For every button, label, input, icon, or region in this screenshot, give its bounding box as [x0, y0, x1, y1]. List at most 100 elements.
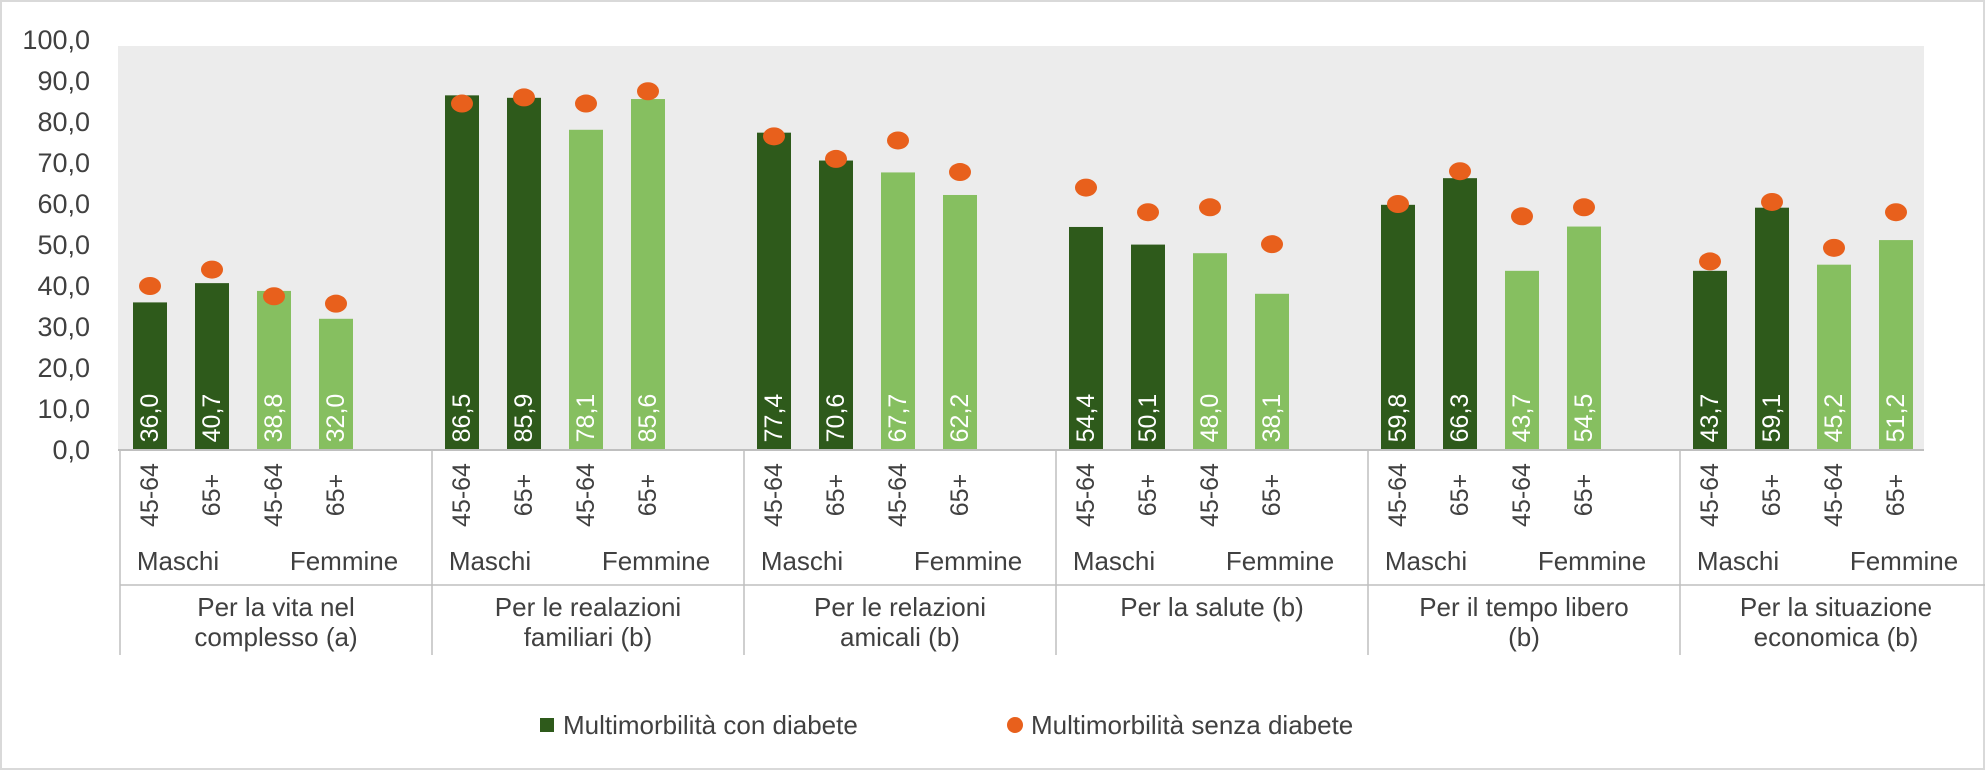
- y-tick-label: 90,0: [37, 66, 90, 96]
- sex-label-female: Femmine: [290, 546, 398, 576]
- bar-value-label: 66,3: [1446, 394, 1474, 443]
- dot-marker: [949, 163, 971, 182]
- y-tick-label: 50,0: [37, 230, 90, 260]
- bar: [1505, 270, 1539, 450]
- sex-label-female: Femmine: [1538, 546, 1646, 576]
- y-tick-label: 0,0: [52, 435, 90, 465]
- bar: [757, 132, 791, 450]
- sex-label-male: Maschi: [761, 546, 843, 576]
- dot-marker: [1699, 252, 1721, 271]
- bar: [133, 302, 167, 450]
- age-label: 65+: [1134, 474, 1162, 516]
- y-tick-label: 80,0: [37, 107, 90, 137]
- age-label: 45-64: [884, 463, 912, 527]
- legend-label-dot: Multimorbilità senza diabete: [1031, 710, 1353, 740]
- dot-marker: [1885, 203, 1907, 222]
- group-label: familiari (b): [524, 622, 653, 652]
- bar-value-label: 86,5: [448, 394, 476, 443]
- bar-value-label: 38,8: [260, 394, 288, 443]
- bar-value-label: 40,7: [198, 394, 226, 443]
- y-tick-label: 70,0: [37, 148, 90, 178]
- dot-marker: [1199, 198, 1221, 217]
- sex-label-male: Maschi: [1697, 546, 1779, 576]
- bar-value-label: 50,1: [1134, 394, 1162, 443]
- bar: [1755, 207, 1789, 450]
- sex-label-male: Maschi: [1073, 546, 1155, 576]
- bar-value-label: 43,7: [1696, 394, 1724, 443]
- age-label: 45-64: [1508, 463, 1536, 527]
- bar: [1069, 226, 1103, 450]
- dot-series: [139, 82, 1907, 313]
- group-label: amicali (b): [840, 622, 960, 652]
- dot-marker: [1761, 192, 1783, 211]
- bar: [881, 172, 915, 450]
- group-label: Per la salute (b): [1120, 592, 1304, 622]
- dot-marker: [1449, 162, 1471, 181]
- group-label: Per la vita nel: [197, 592, 355, 622]
- bar-value-label: 77,4: [760, 394, 788, 443]
- bar: [1255, 293, 1289, 450]
- bar: [569, 129, 603, 451]
- bar: [1567, 226, 1601, 450]
- dot-marker: [825, 149, 847, 168]
- group-label: economica (b): [1754, 622, 1919, 652]
- legend-label-bar: Multimorbilità con diabete: [563, 710, 858, 740]
- bar-value-label: 36,0: [136, 394, 164, 443]
- y-tick-label: 60,0: [37, 189, 90, 219]
- bar: [1131, 244, 1165, 450]
- legend: Multimorbilità con diabete Multimorbilit…: [540, 710, 1353, 740]
- age-label: 65+: [1882, 474, 1910, 516]
- bar: [195, 283, 229, 450]
- bar-value-label: 54,4: [1072, 394, 1100, 443]
- group-label: Per le realazioni: [495, 592, 681, 622]
- y-tick-label: 10,0: [37, 394, 90, 424]
- age-label: 65+: [634, 474, 662, 516]
- sex-label-female: Femmine: [1226, 546, 1334, 576]
- bar-value-label: 38,1: [1258, 394, 1286, 443]
- legend-swatch-bar: [540, 718, 554, 732]
- bar-value-label: 78,1: [572, 394, 600, 443]
- y-tick-label: 30,0: [37, 312, 90, 342]
- bar: [819, 160, 853, 451]
- group-label: Per la situazione: [1740, 592, 1932, 622]
- dot-marker: [201, 260, 223, 279]
- group-label: Per il tempo libero: [1419, 592, 1629, 622]
- age-label: 65+: [1570, 474, 1598, 516]
- bar: [1879, 240, 1913, 450]
- bar-value-label: 70,6: [822, 394, 850, 443]
- bar: [943, 194, 977, 450]
- bar-value-label: 45,2: [1820, 394, 1848, 443]
- dot-marker: [1075, 178, 1097, 197]
- age-label: 45-64: [572, 463, 600, 527]
- y-axis: 0,0 10,0 20,0 30,0 40,0 50,0 60,0 70,0 80,0 90,0 1…: [22, 25, 90, 465]
- bar: [631, 99, 665, 450]
- dot-marker: [325, 294, 347, 313]
- group-label: Per le relazioni: [814, 592, 986, 622]
- bar: [257, 290, 291, 450]
- age-label: 45-64: [1384, 463, 1412, 527]
- dot-marker: [1261, 235, 1283, 254]
- dot-marker: [575, 94, 597, 113]
- sex-label-male: Maschi: [1385, 546, 1467, 576]
- bar-value-label: 59,1: [1758, 394, 1786, 443]
- bar: [1693, 270, 1727, 450]
- sex-label-female: Femmine: [1850, 546, 1958, 576]
- dot-marker: [1511, 207, 1533, 226]
- age-label: 65+: [1446, 474, 1474, 516]
- age-label: 65+: [822, 474, 850, 516]
- age-label: 45-64: [1072, 463, 1100, 527]
- dot-marker: [1137, 203, 1159, 222]
- bar-value-label: 48,0: [1196, 394, 1224, 443]
- group-label: complesso (a): [194, 622, 357, 652]
- bar-value-label: 85,9: [510, 394, 538, 443]
- bar-value-label: 59,8: [1384, 394, 1412, 443]
- dot-marker: [637, 82, 659, 101]
- bar-value-label: 51,2: [1882, 394, 1910, 443]
- dot-marker: [513, 88, 535, 107]
- y-tick-label: 100,0: [22, 25, 90, 55]
- y-tick-label: 20,0: [37, 353, 90, 383]
- y-tick-label: 40,0: [37, 271, 90, 301]
- age-label: 65+: [510, 474, 538, 516]
- bar: [319, 318, 353, 450]
- bar-value-label: 85,6: [634, 394, 662, 443]
